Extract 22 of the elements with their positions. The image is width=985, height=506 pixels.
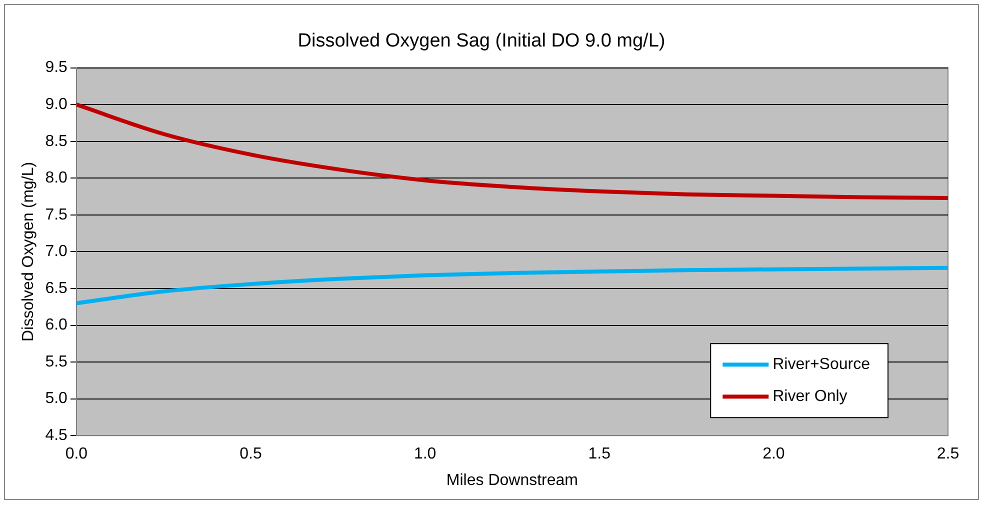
y-tick-label: 5.5 [45, 353, 68, 370]
x-tick-label: 2.0 [762, 446, 785, 463]
y-tick-label: 4.5 [45, 427, 68, 444]
chart-title: Dissolved Oxygen Sag (Initial DO 9.0 mg/L) [298, 30, 666, 52]
y-tick-label: 8.0 [45, 170, 68, 187]
y-tick-label: 9.5 [45, 59, 68, 76]
y-tick-label: 7.5 [45, 206, 68, 224]
y-tick-label: 5.0 [45, 390, 68, 408]
x-tick-label: 0.5 [240, 446, 262, 463]
legend-label: River Only [772, 388, 848, 406]
x-tick-label: 1.5 [588, 446, 611, 463]
x-tick-label: 0.0 [65, 446, 88, 463]
legend-label: River+Source [772, 356, 870, 374]
y-tick-label: 7.0 [45, 243, 68, 260]
y-axis-title: Dissolved Oxygen (mg/L) [20, 162, 38, 342]
y-tick-label: 8.5 [45, 132, 68, 150]
x-axis-title: Miles Downstream [446, 472, 578, 489]
y-tick-label: 9.0 [45, 96, 68, 113]
y-tick-label: 6.5 [45, 280, 68, 297]
y-tick-label: 6.0 [45, 316, 68, 334]
x-tick-label: 1.0 [414, 446, 436, 463]
x-tick-label: 2.5 [936, 446, 960, 463]
